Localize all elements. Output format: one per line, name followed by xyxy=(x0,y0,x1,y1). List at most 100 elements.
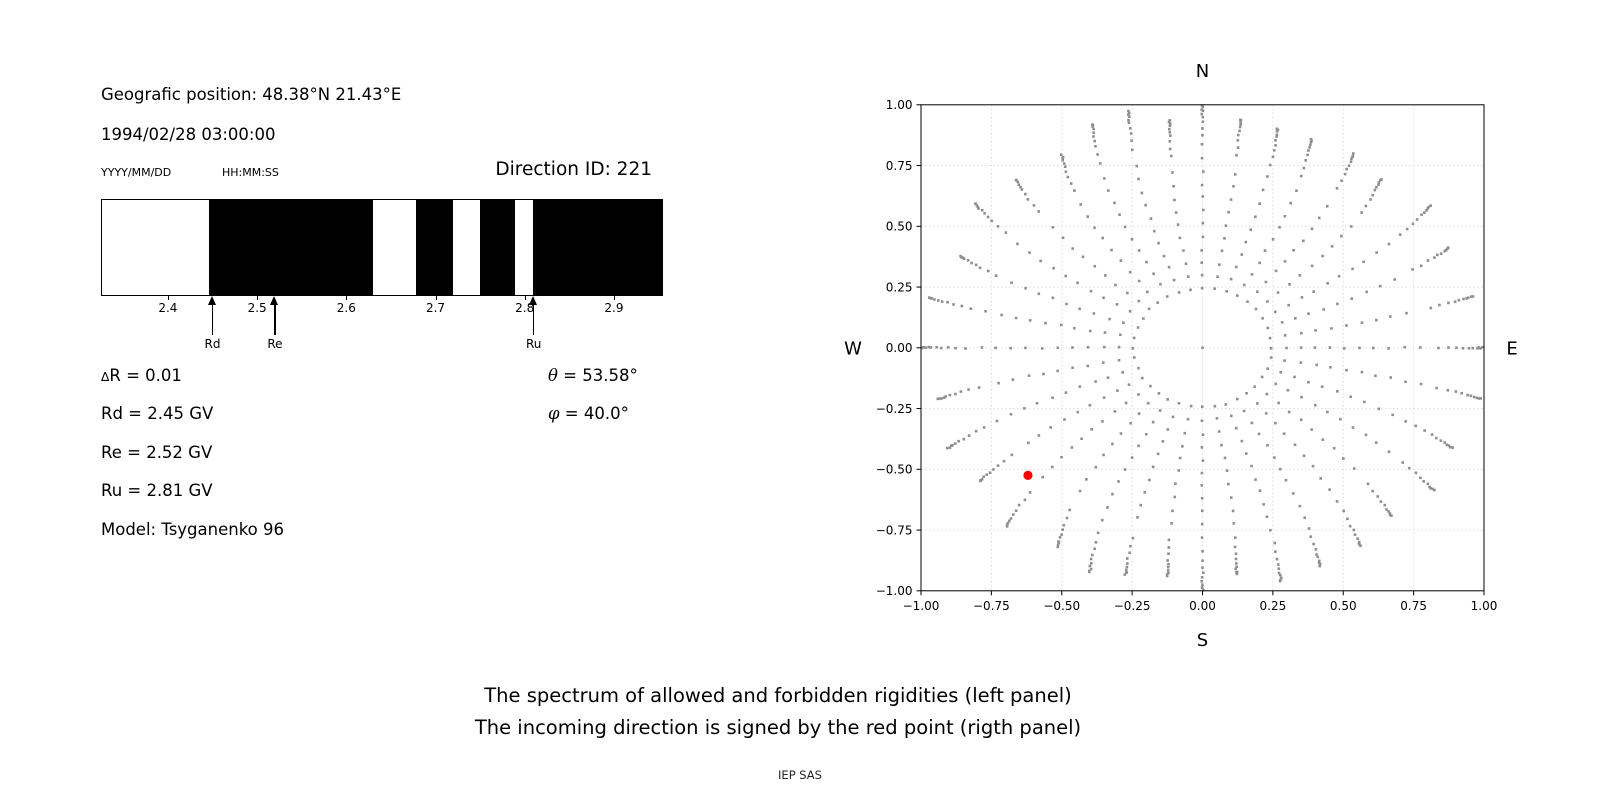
time-format-label: HH:MM:SS xyxy=(222,166,279,179)
direction-trace-dot xyxy=(1423,429,1426,432)
direction-trace-dot xyxy=(1275,130,1279,133)
direction-trace-dot xyxy=(1151,420,1155,424)
direction-trace-dot xyxy=(1414,424,1418,428)
direction-trace-dot xyxy=(1017,503,1021,507)
direction-trace-dot xyxy=(1229,277,1233,281)
direction-trace-dot xyxy=(1433,256,1436,259)
direction-trace-dot xyxy=(1380,178,1383,181)
direction-trace-dot xyxy=(1254,215,1257,219)
direction-trace-dot xyxy=(1233,173,1237,176)
rigidity-tick xyxy=(435,296,437,300)
direction-trace-dot xyxy=(1240,439,1244,443)
direction-trace-dot xyxy=(1167,552,1170,556)
direction-trace-dot xyxy=(1358,346,1361,350)
direction-trace-dot xyxy=(1310,428,1313,431)
direction-trace-dot xyxy=(1128,127,1132,130)
forbidden-region xyxy=(208,200,374,295)
cutoff-arrow-head xyxy=(270,296,279,305)
direction-trace-dot xyxy=(1328,346,1332,349)
direction-trace-dot xyxy=(1371,489,1375,493)
direction-trace-dot xyxy=(1317,561,1321,564)
direction-trace-dot xyxy=(1225,289,1228,293)
direction-trace-dot xyxy=(1127,109,1130,113)
direction-trace-dot xyxy=(1299,418,1303,422)
direction-trace-dot xyxy=(1307,312,1310,315)
direction-trace-dot xyxy=(1427,205,1431,209)
direction-trace-dot xyxy=(1014,509,1018,513)
direction-trace-dot xyxy=(1144,432,1148,436)
direction-trace-dot xyxy=(1345,167,1348,171)
direction-trace-dot xyxy=(1037,434,1041,437)
direction-trace-dot xyxy=(1040,347,1044,350)
direction-trace-dot xyxy=(1094,144,1097,148)
direction-trace-dot xyxy=(1283,260,1287,263)
direction-trace-dot xyxy=(1269,346,1273,350)
direction-trace-dot xyxy=(1275,133,1279,137)
direction-trace-dot xyxy=(1220,249,1224,253)
direction-trace-dot xyxy=(1350,157,1353,161)
direction-trace-dot xyxy=(1349,225,1353,228)
direction-trace-dot xyxy=(1326,281,1329,285)
direction-trace-dot xyxy=(1314,329,1317,332)
direction-trace-dot xyxy=(1028,319,1032,322)
direction-trace-dot xyxy=(1411,268,1414,271)
direction-trace-dot xyxy=(1061,236,1065,240)
direction-trace-dot xyxy=(1181,444,1184,448)
direction-trace-dot xyxy=(1329,365,1332,369)
direction-trace-dot xyxy=(1235,572,1239,576)
direction-trace-dot xyxy=(1126,291,1129,295)
direction-trace-dot xyxy=(974,263,978,267)
direction-trace-dot xyxy=(1315,553,1318,556)
direction-trace-dot xyxy=(1135,164,1139,168)
direction-trace-dot xyxy=(1010,281,1013,285)
direction-trace-dot xyxy=(1068,508,1072,512)
direction-trace-dot xyxy=(1006,521,1010,525)
direction-trace-dot xyxy=(1445,443,1449,447)
direction-trace-dot xyxy=(954,392,957,396)
direction-trace-dot xyxy=(1086,364,1090,368)
direction-trace-dot xyxy=(1124,401,1128,405)
direction-trace-dot xyxy=(1272,149,1276,152)
direction-trace-dot xyxy=(1359,544,1362,548)
direction-trace-dot xyxy=(1125,562,1129,565)
direction-trace-dot xyxy=(1295,189,1298,193)
direction-trace-dot xyxy=(936,299,940,302)
direction-trace-dot xyxy=(1130,237,1134,241)
direction-trace-dot xyxy=(1393,278,1396,281)
forbidden-region xyxy=(533,200,662,295)
direction-trace-dot xyxy=(1443,441,1447,444)
direction-trace-dot xyxy=(1309,535,1313,538)
direction-trace-dot xyxy=(1253,385,1256,389)
direction-trace-dot xyxy=(1200,484,1204,487)
direction-trace-dot xyxy=(1009,346,1012,350)
direction-trace-dot xyxy=(1249,228,1253,232)
rigidity-tick xyxy=(524,296,526,300)
direction-trace-dot xyxy=(1404,420,1407,423)
forbidden-region xyxy=(415,200,454,295)
direction-trace-dot xyxy=(1265,515,1269,519)
direction-trace-dot xyxy=(1317,216,1321,220)
direction-trace-dot xyxy=(1276,291,1280,294)
direction-trace-dot xyxy=(1081,255,1085,259)
direction-trace-dot xyxy=(1339,417,1342,421)
direction-trace-dot xyxy=(1111,442,1114,446)
direction-trace-dot xyxy=(1250,464,1253,468)
direction-trace-dot xyxy=(1089,567,1093,571)
y-axis-tick-label: 0.75 xyxy=(886,159,913,173)
direction-trace-dot xyxy=(945,446,949,450)
direction-trace-dot xyxy=(1377,181,1381,184)
direction-trace-dot xyxy=(946,346,950,349)
direction-trace-dot xyxy=(1316,555,1320,559)
direction-trace-dot xyxy=(1457,298,1461,302)
direction-trace-dot xyxy=(1076,410,1080,414)
direction-trace-dot xyxy=(1419,476,1422,480)
theta-symbol: θ xyxy=(548,366,558,385)
direction-trace-dot xyxy=(1057,541,1061,545)
geo-position-label: Geografic position: 48.38°N 21.43°E xyxy=(101,85,402,104)
direction-trace-dot xyxy=(1233,536,1237,539)
direction-trace-dot xyxy=(1309,143,1312,147)
direction-trace-dot xyxy=(1419,264,1423,268)
direction-trace-dot xyxy=(1360,211,1363,214)
direction-trace-dot xyxy=(1298,274,1302,277)
direction-trace-dot xyxy=(1201,133,1204,137)
